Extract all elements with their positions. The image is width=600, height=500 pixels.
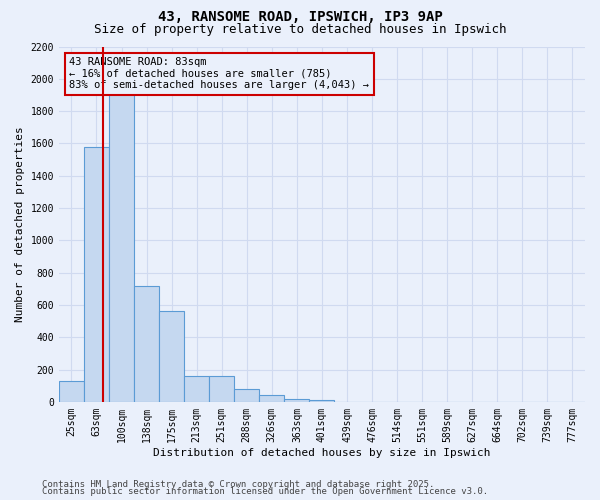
Bar — [59, 381, 84, 402]
Bar — [184, 376, 209, 402]
Bar — [134, 286, 159, 402]
Bar — [310, 400, 334, 402]
Bar — [109, 86, 134, 402]
Text: 43, RANSOME ROAD, IPSWICH, IP3 9AP: 43, RANSOME ROAD, IPSWICH, IP3 9AP — [158, 10, 442, 24]
Text: Size of property relative to detached houses in Ipswich: Size of property relative to detached ho… — [94, 22, 506, 36]
Bar — [259, 396, 284, 402]
Text: Contains public sector information licensed under the Open Government Licence v3: Contains public sector information licen… — [42, 488, 488, 496]
X-axis label: Distribution of detached houses by size in Ipswich: Distribution of detached houses by size … — [153, 448, 491, 458]
Bar — [159, 312, 184, 402]
Y-axis label: Number of detached properties: Number of detached properties — [15, 126, 25, 322]
Bar — [284, 398, 310, 402]
Text: 43 RANSOME ROAD: 83sqm
← 16% of detached houses are smaller (785)
83% of semi-de: 43 RANSOME ROAD: 83sqm ← 16% of detached… — [70, 57, 370, 90]
Bar — [84, 146, 109, 402]
Text: Contains HM Land Registry data © Crown copyright and database right 2025.: Contains HM Land Registry data © Crown c… — [42, 480, 434, 489]
Bar — [209, 376, 234, 402]
Bar — [234, 389, 259, 402]
